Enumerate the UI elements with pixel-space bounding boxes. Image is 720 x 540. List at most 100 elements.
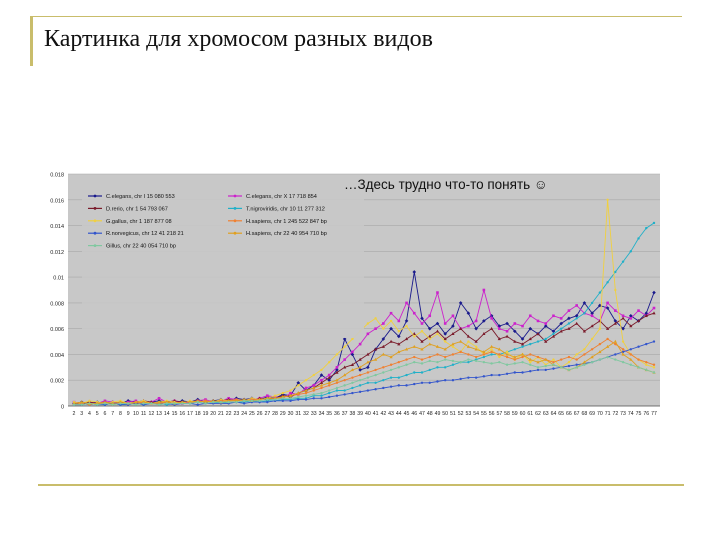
data-point [404,337,409,341]
data-point [289,399,292,403]
data-point [382,386,385,390]
x-tick-label: 4 [88,411,91,417]
data-point [389,339,393,343]
data-point [420,322,424,325]
data-point [397,334,401,339]
data-point [404,319,409,323]
x-tick-label: 56 [489,411,495,417]
x-tick-label: 59 [512,411,518,417]
x-tick-label: 3 [80,411,83,417]
x-tick-label: 28 [272,411,278,417]
data-point [297,384,300,387]
data-point [382,366,385,369]
data-point [590,311,594,315]
data-point [560,358,563,361]
data-point [420,371,424,374]
data-point [451,363,455,366]
data-point [444,340,447,343]
legend-label: H.sapiens, chr 1 245 522 847 bp [246,219,327,225]
data-point [343,358,346,361]
data-point [482,355,486,359]
data-point [474,359,478,363]
x-tick-label: 36 [334,411,340,417]
data-point [482,319,486,323]
data-point [637,309,640,312]
data-point [529,363,532,366]
data-point [621,348,625,351]
x-tick-label: 39 [357,411,363,417]
data-point [513,339,517,343]
data-point [312,386,316,390]
x-axis: 2 3 4 5 6 7 8 9 10 11 12 13 14 15 16 17 18 19 20 21 22 23 24 25… [68,405,660,417]
data-point [544,368,547,372]
data-point [72,403,76,406]
data-point [405,358,408,361]
data-point [605,306,610,310]
data-point [451,342,455,346]
data-point [358,379,362,382]
data-point [88,399,91,403]
data-point [366,365,370,370]
data-point [482,353,486,356]
data-point [428,381,431,384]
data-point [629,357,633,361]
data-point [529,342,532,346]
data-point [513,355,517,359]
data-point [358,368,362,372]
x-tick-label: 50 [442,411,448,417]
x-tick-label: 38 [350,411,356,417]
data-point [482,375,486,378]
data-point [150,402,153,405]
data-point [528,337,532,341]
data-point [459,360,462,364]
data-point [281,397,284,400]
data-point [567,355,571,359]
data-point [420,339,424,343]
data-point [405,373,408,377]
data-point [289,389,292,392]
x-tick-label: 66 [566,411,572,417]
x-tick-label: 14 [164,411,170,417]
data-point [513,329,517,334]
data-point [614,342,617,346]
data-point [444,366,447,369]
legend-marker [233,231,237,235]
data-point [490,350,493,354]
data-point [374,373,377,377]
data-point [482,332,486,336]
data-point [582,360,586,364]
data-point [474,319,478,323]
data-point [544,364,547,368]
data-point [621,326,625,331]
data-point [582,329,586,333]
data-point [320,394,323,397]
data-point [590,348,594,351]
data-point [413,371,416,374]
x-tick-label: 25 [249,411,255,417]
data-point [498,327,501,330]
data-point [606,281,609,284]
y-axis: 0.018 0.016 0.014 0.012 0.01 0.008 0.006 0.004 0… [50,173,64,411]
data-point [590,337,594,341]
data-point [459,339,463,343]
data-point [266,400,269,404]
data-point [629,317,633,320]
x-tick-label: 48 [427,411,433,417]
legend-label: D.rerio, chr 1 54 793 067 [106,206,168,212]
data-point [404,347,409,351]
data-point [173,402,176,405]
data-point [459,377,462,381]
data-point [343,389,346,392]
data-point [443,347,447,351]
x-tick-label: 76 [643,411,649,417]
data-point [552,332,555,336]
data-point [575,317,578,320]
data-point [420,358,424,361]
data-point [389,376,393,379]
data-point [397,350,401,354]
data-point [467,376,470,379]
data-point [304,379,308,382]
x-tick-label: 33 [311,411,317,417]
data-point [637,237,640,240]
data-point [204,398,207,401]
